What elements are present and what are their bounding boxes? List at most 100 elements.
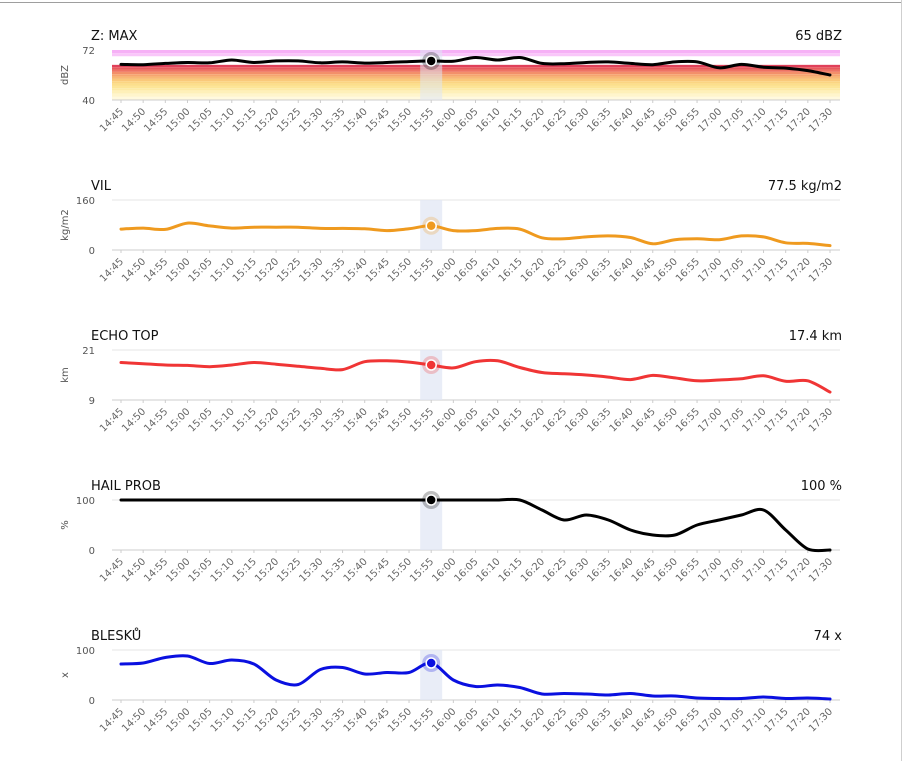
x-tick-label: 17:30 <box>807 106 835 134</box>
x-tick-label: 17:10 <box>740 706 768 734</box>
x-tick-label: 14:45 <box>98 406 126 434</box>
y-axis-label: km <box>60 367 71 383</box>
x-tick-label: 17:30 <box>807 706 835 734</box>
chart-z-max: Z: MAX 65 dBZdBZ724014:4514:5014:5515:001… <box>60 29 842 135</box>
x-tick-label: 17:15 <box>763 406 791 434</box>
selected-point <box>425 657 437 669</box>
selected-time-highlight <box>420 500 443 550</box>
x-tick-label: 16:50 <box>652 706 680 734</box>
x-tick-label: 14:55 <box>142 406 170 434</box>
x-tick-label: 16:20 <box>519 256 547 284</box>
x-tick-label: 16:30 <box>563 406 591 434</box>
y-tick-label: 160 <box>76 196 95 207</box>
x-tick-label: 16:00 <box>430 106 458 134</box>
x-tick-label: 16:35 <box>585 406 613 434</box>
x-tick-label: 15:25 <box>275 406 303 434</box>
x-tick-label: 16:55 <box>674 406 702 434</box>
x-tick-label: 16:55 <box>674 706 702 734</box>
x-tick-label: 16:10 <box>475 256 503 284</box>
x-tick-label: 16:45 <box>630 106 658 134</box>
x-tick-label: 16:55 <box>674 556 702 584</box>
x-tick-label: 16:05 <box>452 406 480 434</box>
x-tick-label: 17:20 <box>785 106 813 134</box>
x-tick-label: 17:30 <box>807 256 835 284</box>
x-tick-label: 15:25 <box>275 556 303 584</box>
x-tick-label: 16:55 <box>674 256 702 284</box>
series-line <box>119 358 832 394</box>
x-tick-label: 14:55 <box>142 706 170 734</box>
x-tick-label: 16:40 <box>608 406 636 434</box>
x-tick-label: 16:35 <box>585 556 613 584</box>
reflectivity-band <box>112 85 840 89</box>
x-tick-label: 15:35 <box>320 706 348 734</box>
x-tick-label: 17:05 <box>718 406 746 434</box>
x-tick-label: 16:40 <box>608 106 636 134</box>
x-tick-label: 17:00 <box>696 706 724 734</box>
x-tick-label: 16:35 <box>585 106 613 134</box>
current-value: 100 % <box>801 479 842 494</box>
x-tick-label: 16:50 <box>652 256 680 284</box>
x-tick-label: 15:30 <box>297 706 325 734</box>
x-tick-label: 16:10 <box>475 106 503 134</box>
x-tick-label: 15:55 <box>408 406 436 434</box>
current-value: 77.5 kg/m2 <box>768 179 842 194</box>
x-tick-label: 16:40 <box>608 706 636 734</box>
x-tick-label: 16:45 <box>630 256 658 284</box>
x-tick-label: 15:10 <box>209 406 237 434</box>
x-tick-label: 16:10 <box>475 556 503 584</box>
x-tick-label: 16:25 <box>541 106 569 134</box>
x-tick-label: 16:30 <box>563 556 591 584</box>
x-tick-label: 14:55 <box>142 556 170 584</box>
x-tick-label: 16:45 <box>630 406 658 434</box>
x-tick-label: 14:45 <box>98 256 126 284</box>
x-tick-label: 16:15 <box>497 706 525 734</box>
y-tick-label: 9 <box>89 396 95 407</box>
x-tick-label: 17:15 <box>763 106 791 134</box>
x-tick-label: 16:45 <box>630 706 658 734</box>
x-tick-label: 15:35 <box>320 106 348 134</box>
x-tick-label: 17:10 <box>740 256 768 284</box>
x-tick-label: 16:45 <box>630 556 658 584</box>
x-tick-label: 17:00 <box>696 106 724 134</box>
y-tick-label: 21 <box>82 346 95 357</box>
x-tick-label: 15:20 <box>253 256 281 284</box>
y-tick-label: 100 <box>76 496 95 507</box>
x-tick-label: 15:05 <box>187 556 215 584</box>
x-tick-label: 16:20 <box>519 406 547 434</box>
x-tick-label: 16:20 <box>519 106 547 134</box>
series-line <box>119 55 832 77</box>
x-tick-label: 15:25 <box>275 706 303 734</box>
top-divider <box>0 2 901 3</box>
x-tick-label: 15:55 <box>408 106 436 134</box>
x-tick-label: 15:10 <box>209 556 237 584</box>
x-tick-label: 17:20 <box>785 256 813 284</box>
selected-time-highlight <box>420 350 443 400</box>
y-tick-label: 0 <box>89 246 95 257</box>
x-tick-label: 16:15 <box>497 256 525 284</box>
x-tick-label: 15:30 <box>297 556 325 584</box>
x-tick-label: 15:45 <box>364 106 392 134</box>
x-tick-label: 14:55 <box>142 256 170 284</box>
x-tick-label: 14:45 <box>98 706 126 734</box>
reflectivity-band <box>112 71 840 75</box>
x-tick-label: 15:05 <box>187 406 215 434</box>
x-tick-label: 16:25 <box>541 556 569 584</box>
x-tick-label: 15:20 <box>253 556 281 584</box>
x-tick-label: 16:55 <box>674 106 702 134</box>
x-tick-label: 15:50 <box>386 706 414 734</box>
x-tick-label: 16:25 <box>541 406 569 434</box>
reflectivity-band <box>112 90 840 94</box>
x-tick-label: 15:50 <box>386 556 414 584</box>
series-line <box>119 654 832 701</box>
x-tick-label: 17:00 <box>696 556 724 584</box>
x-tick-label: 15:05 <box>187 706 215 734</box>
x-tick-label: 15:25 <box>275 106 303 134</box>
x-tick-label: 16:40 <box>608 556 636 584</box>
y-tick-label: 40 <box>82 96 95 107</box>
y-tick-label: 100 <box>76 646 95 657</box>
x-tick-label: 16:50 <box>652 406 680 434</box>
series-line <box>119 221 832 248</box>
x-tick-label: 16:50 <box>652 556 680 584</box>
x-tick-label: 17:10 <box>740 106 768 134</box>
y-axis-label: x <box>60 672 71 678</box>
